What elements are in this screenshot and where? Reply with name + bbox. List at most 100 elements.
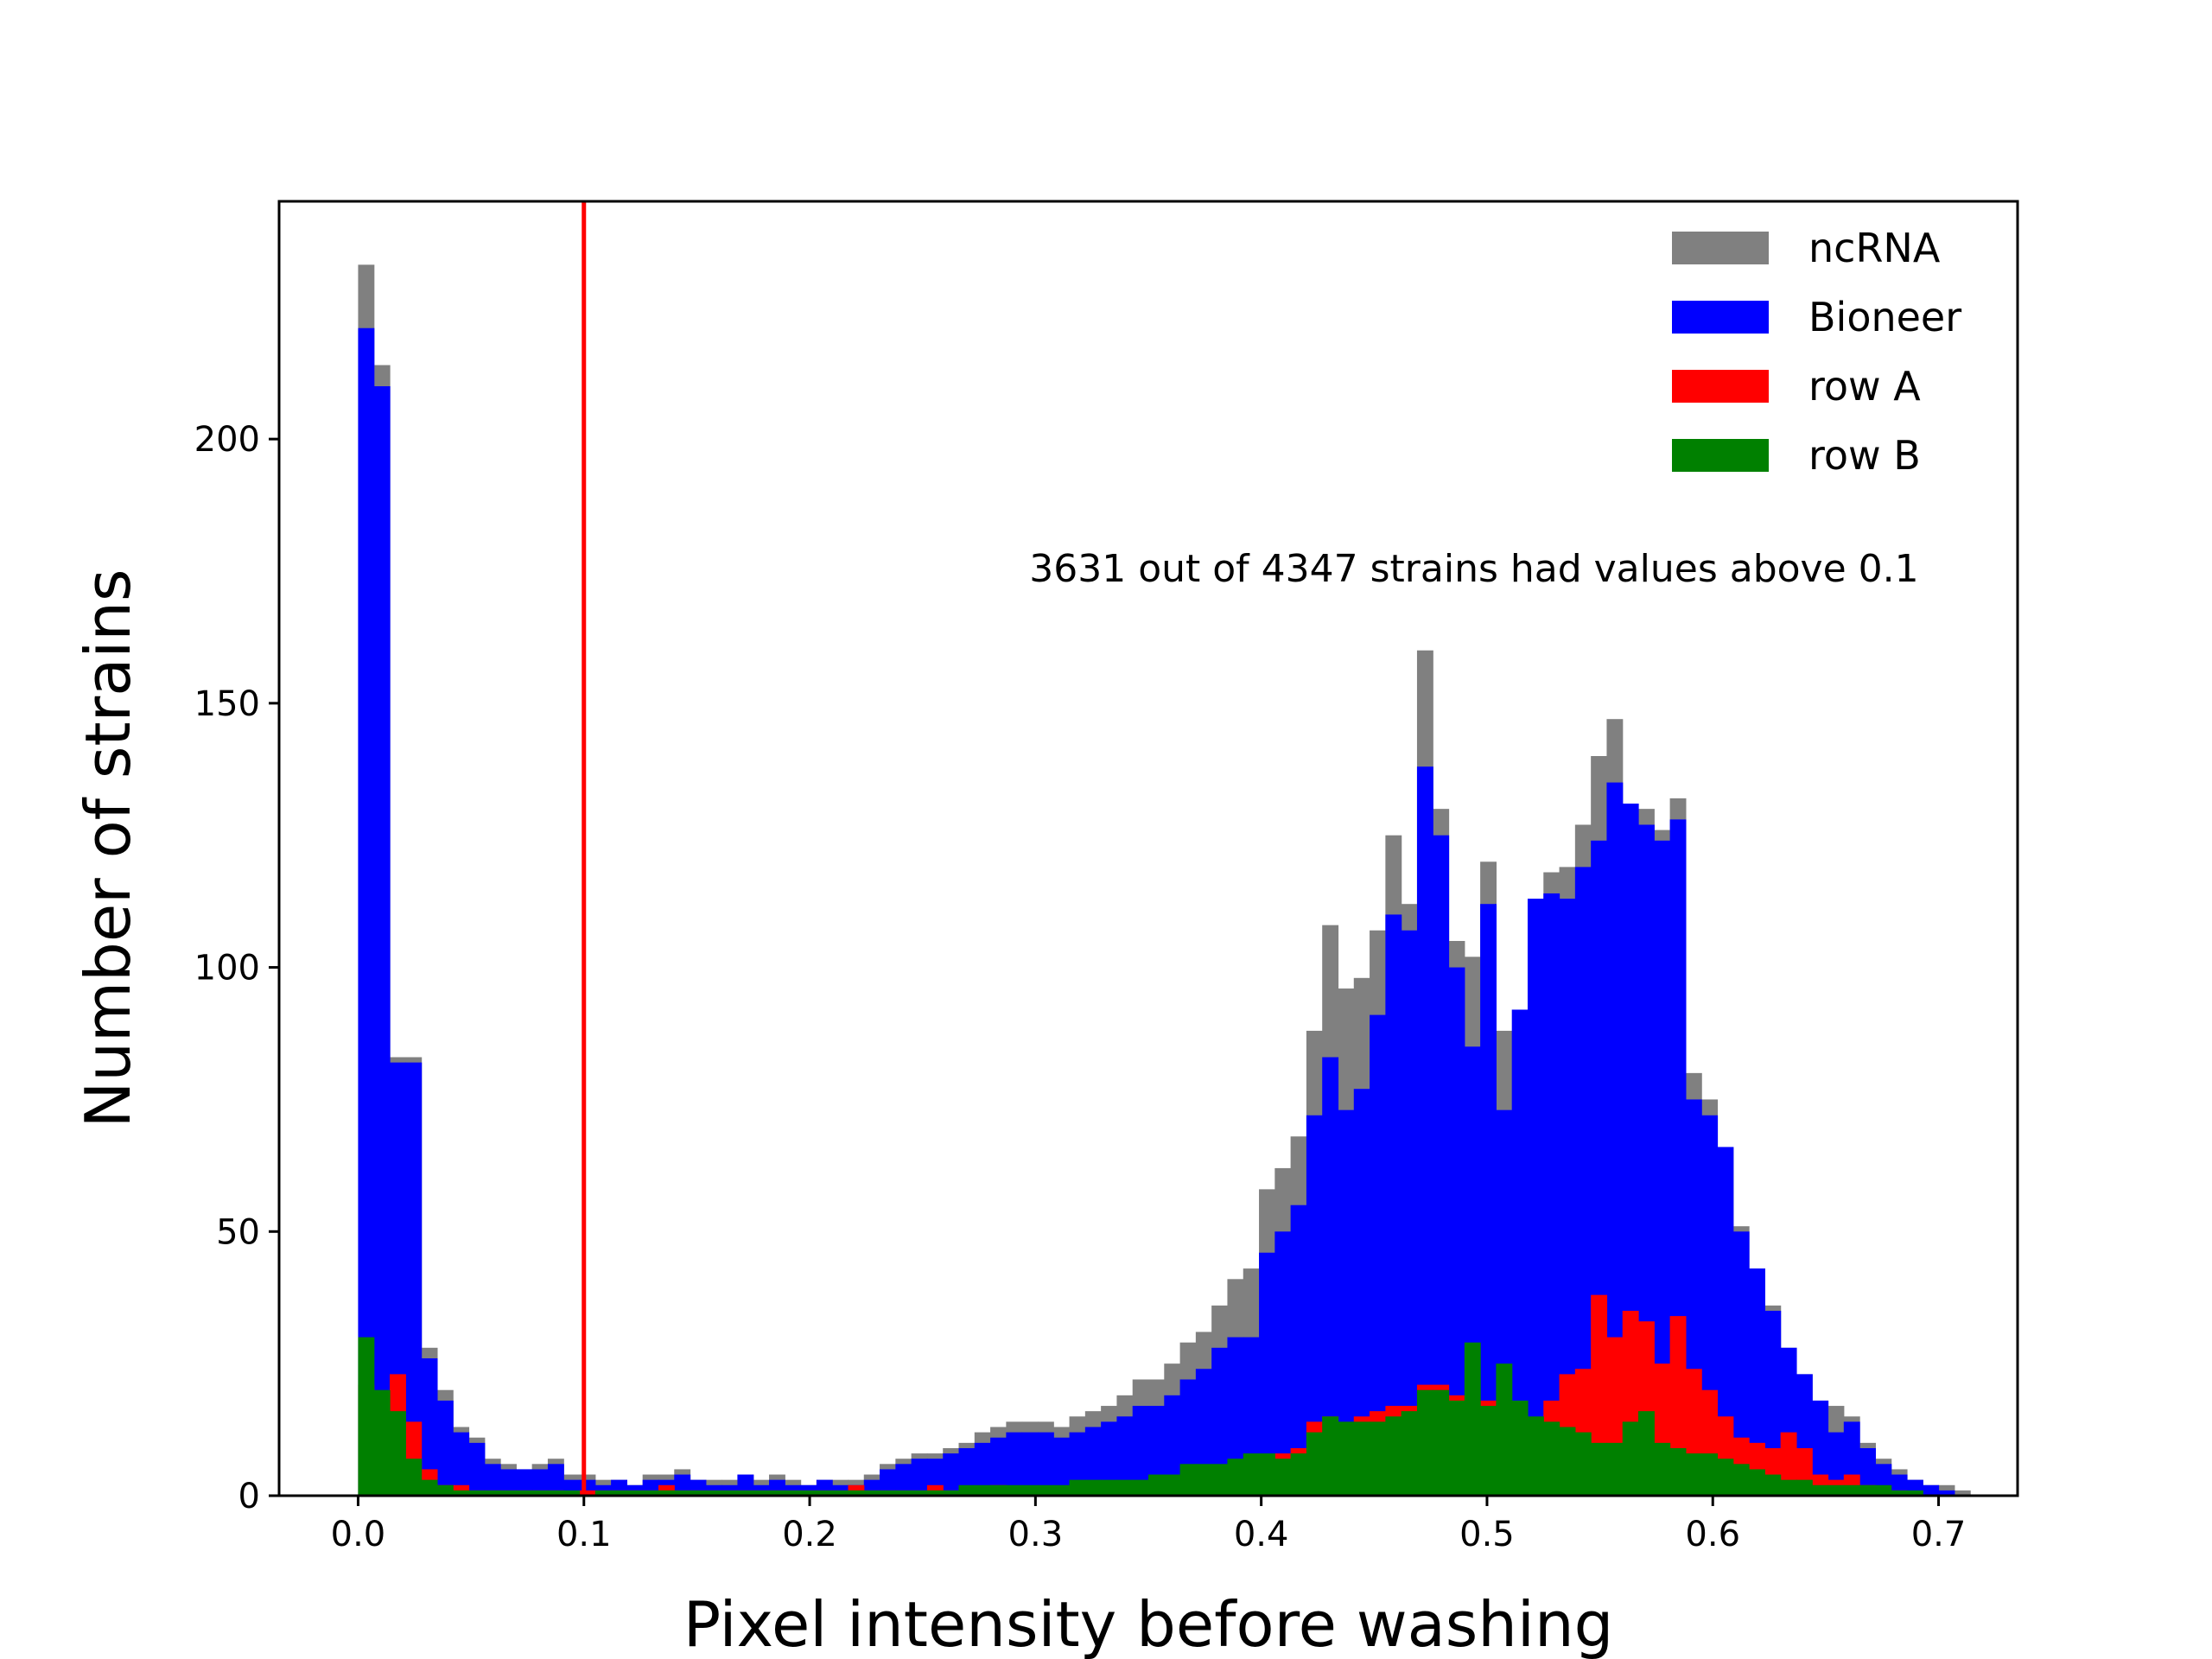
bar-row-b-47: [1101, 1479, 1118, 1496]
bar-bioneer-8: [484, 1464, 501, 1496]
x-tick-label: 0.0: [331, 1515, 386, 1554]
bar-row-b-9: [500, 1490, 517, 1496]
bar-row-b-25: [753, 1490, 770, 1496]
bar-row-b-16: [611, 1490, 627, 1496]
bar-row-b-76: [1559, 1427, 1576, 1496]
bar-row-b-28: [800, 1490, 817, 1496]
x-tick-label: 0.6: [1685, 1515, 1740, 1554]
bar-row-b-33: [880, 1490, 896, 1496]
bar-bioneer-4: [421, 1358, 438, 1496]
bar-row-b-7: [468, 1490, 486, 1496]
bar-row-b-43: [1037, 1484, 1054, 1496]
bar-row-b-83: [1669, 1447, 1687, 1496]
bar-row-b-71: [1480, 1406, 1497, 1496]
legend-swatch-row-b: [1672, 439, 1769, 472]
bar-bioneer-51: [1164, 1395, 1181, 1496]
bar-bioneer-73: [1511, 1009, 1529, 1496]
bar-row-b-11: [531, 1490, 549, 1496]
bar-row-b-1: [373, 1389, 391, 1496]
bar-row-b-21: [690, 1490, 707, 1496]
bar-row-b-93: [1827, 1484, 1845, 1496]
y-tick-label: 150: [194, 684, 260, 724]
bar-bioneer-50: [1148, 1406, 1165, 1496]
bar-bioneer-9: [500, 1469, 517, 1496]
legend-swatch-row-a: [1672, 370, 1769, 403]
bar-row-b-42: [1021, 1484, 1039, 1496]
bar-bioneer-55: [1227, 1337, 1244, 1496]
bar-bioneer-38: [958, 1447, 976, 1496]
bar-bioneer-35: [911, 1459, 928, 1496]
bar-bioneer-87: [1732, 1231, 1750, 1496]
bar-bioneer-0: [358, 327, 375, 1496]
bar-bioneer-45: [1069, 1432, 1086, 1496]
legend-label-bioneer: Bioneer: [1808, 294, 1961, 340]
bar-row-b-57: [1259, 1453, 1275, 1496]
bar-ncrna-101: [1954, 1490, 1971, 1496]
bar-row-b-51: [1164, 1474, 1181, 1496]
bar-row-b-2: [390, 1411, 406, 1496]
bar-bioneer-1: [373, 386, 391, 1496]
bar-row-b-69: [1448, 1400, 1465, 1496]
bar-bioneer-61: [1322, 1057, 1339, 1496]
bar-row-b-44: [1053, 1484, 1071, 1496]
bar-bioneer-10: [516, 1469, 533, 1496]
bar-row-b-54: [1211, 1464, 1229, 1496]
bar-row-b-36: [926, 1490, 944, 1496]
bar-row-b-60: [1306, 1432, 1323, 1496]
x-axis-label: Pixel intensity before washing: [683, 1588, 1614, 1659]
bar-row-b-77: [1574, 1432, 1592, 1496]
bar-row-b-20: [674, 1490, 691, 1496]
bar-row-b-40: [990, 1484, 1007, 1496]
bar-row-b-27: [785, 1490, 802, 1496]
y-axis-label: Number of strains: [72, 569, 144, 1128]
x-tick-label: 0.1: [556, 1515, 612, 1554]
x-tick-label: 0.3: [1008, 1515, 1064, 1554]
bar-bioneer-42: [1021, 1432, 1039, 1496]
x-tick-label: 0.5: [1459, 1515, 1515, 1554]
bar-bioneer-37: [943, 1453, 960, 1496]
y-tick-label: 100: [194, 949, 260, 988]
bar-bioneer-69: [1448, 967, 1465, 1496]
bar-row-b-19: [658, 1490, 675, 1496]
bar-row-b-22: [705, 1490, 722, 1496]
bar-bioneer-97: [1891, 1474, 1908, 1496]
bar-row-b-82: [1654, 1442, 1671, 1496]
bar-row-b-80: [1622, 1421, 1639, 1496]
bar-bioneer-54: [1211, 1347, 1229, 1496]
bar-bioneer-100: [1938, 1490, 1955, 1496]
bar-row-b-37: [943, 1490, 960, 1496]
bar-bioneer-12: [547, 1464, 564, 1496]
bar-row-b-53: [1195, 1464, 1212, 1496]
bar-row-b-95: [1859, 1484, 1876, 1496]
bar-bioneer-43: [1037, 1432, 1054, 1496]
bar-bioneer-60: [1306, 1115, 1323, 1496]
bar-bioneer-3: [405, 1062, 423, 1496]
bar-row-b-4: [421, 1479, 438, 1496]
bar-bioneer-39: [974, 1442, 991, 1496]
bar-bioneer-59: [1290, 1205, 1307, 1496]
bar-row-b-66: [1401, 1411, 1418, 1496]
bar-row-b-62: [1338, 1421, 1355, 1496]
bar-row-b-10: [516, 1490, 533, 1496]
bar-row-b-18: [642, 1490, 659, 1496]
bar-row-b-41: [1006, 1484, 1023, 1496]
bar-row-b-65: [1385, 1416, 1402, 1496]
bar-row-b-56: [1243, 1453, 1260, 1496]
bar-bioneer-86: [1717, 1147, 1734, 1496]
bar-row-b-17: [626, 1490, 644, 1496]
bar-bioneer-66: [1401, 930, 1418, 1496]
bar-row-b-94: [1843, 1484, 1860, 1496]
bar-row-b-0: [358, 1337, 375, 1496]
bar-bioneer-74: [1527, 899, 1544, 1496]
bar-row-b-81: [1638, 1411, 1655, 1496]
bar-bioneer-71: [1480, 904, 1497, 1496]
legend: ncRNA Bioneer row A row B: [1672, 225, 1961, 479]
bar-row-b-96: [1875, 1484, 1892, 1496]
y-tick-label: 0: [238, 1477, 260, 1516]
bar-row-b-63: [1353, 1421, 1370, 1496]
bar-row-b-89: [1764, 1474, 1782, 1496]
bar-row-b-70: [1464, 1342, 1481, 1496]
bar-row-b-86: [1717, 1459, 1734, 1496]
bar-row-b-85: [1701, 1453, 1719, 1496]
